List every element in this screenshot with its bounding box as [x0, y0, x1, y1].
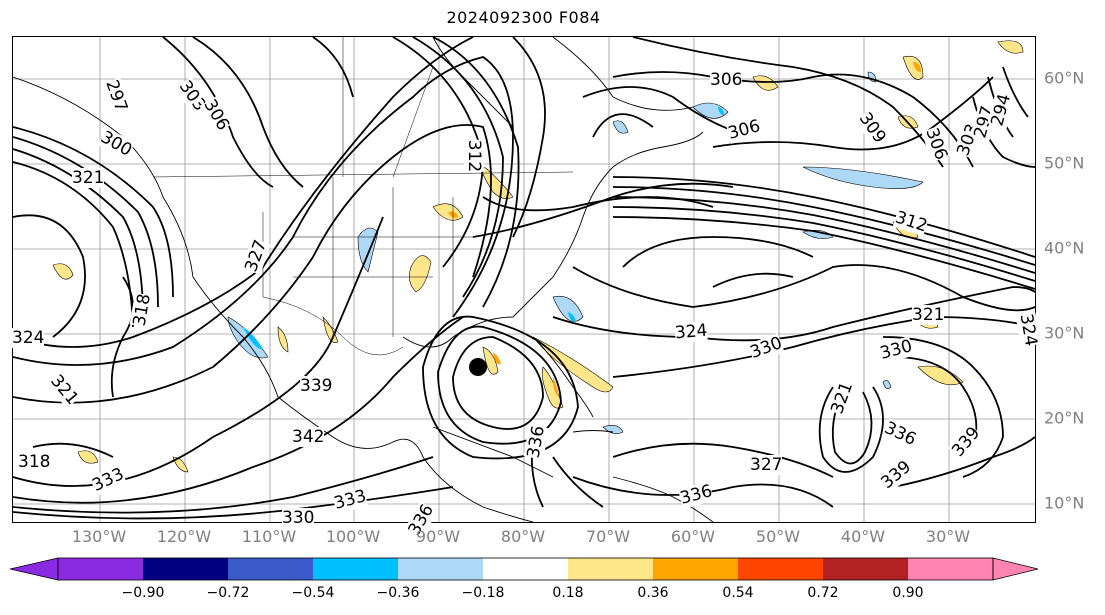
contour-label: 327 [750, 455, 783, 475]
shading-orange [448, 62, 921, 397]
colorbar-tick-label: 0.18 [552, 585, 584, 601]
map-canvas [13, 37, 1035, 522]
colorbar-tick-label: −0.36 [376, 585, 420, 601]
lat-label: 60°N [1044, 68, 1085, 88]
lon-label: 40°W [840, 527, 886, 546]
colorbar-bin [58, 558, 143, 580]
lat-label: 30°N [1044, 323, 1085, 343]
colorbar-tick-label: 0.36 [637, 585, 669, 601]
lon-label: 30°W [925, 527, 971, 546]
colorbar-bin [143, 558, 228, 580]
contour-label: 306 [710, 70, 743, 90]
lon-label: 50°W [755, 527, 801, 546]
colorbar-tick-label: 0.90 [892, 585, 924, 601]
colorbar-tick-label: −0.54 [291, 585, 335, 601]
lat-label: 40°N [1044, 238, 1085, 258]
colorbar [10, 557, 1039, 581]
lon-label: 70°W [585, 527, 631, 546]
cyclone-center-marker [469, 358, 487, 376]
colorbar-bin [738, 558, 823, 580]
contour-label: 324 [674, 320, 709, 344]
contour-label: 312 [464, 139, 485, 173]
colorbar-extend-low [10, 557, 59, 581]
height-contours [13, 37, 1035, 520]
lon-label: 100°W [325, 527, 381, 546]
colorbar-bin [398, 558, 483, 580]
colorbar-tick-label: −0.18 [461, 585, 505, 601]
contour-label: 330 [282, 508, 315, 528]
political-boundaries [152, 37, 574, 356]
lon-label: 60°W [670, 527, 716, 546]
colorbar-bin [823, 558, 908, 580]
colorbar-tick-label: −0.90 [121, 585, 165, 601]
lat-label: 10°N [1044, 493, 1085, 513]
contour-label: 324 [1015, 312, 1041, 348]
colorbar-tick-label: 0.54 [722, 585, 754, 601]
lon-label: 110°W [241, 527, 297, 546]
contour-label: 324 [12, 328, 45, 348]
colorbar-bin [313, 558, 398, 580]
lon-label: 80°W [500, 527, 546, 546]
colorbar-bin [228, 558, 313, 580]
map-title: 2024092300 F084 [446, 8, 601, 27]
contour-label: 318 [18, 452, 51, 472]
colorbar-tick-label: −0.72 [206, 585, 250, 601]
colorbar-bin [908, 558, 993, 580]
lon-label: 120°W [156, 527, 212, 546]
contour-label: 342 [292, 427, 325, 447]
colorbar-bin [483, 558, 568, 580]
colorbar-bin [568, 558, 653, 580]
colorbar-bin [653, 558, 738, 580]
lat-label: 50°N [1044, 153, 1085, 173]
shading-strong-negative [243, 107, 724, 350]
colorbar-tick-label: 0.72 [807, 585, 839, 601]
lon-label: 90°W [415, 527, 461, 546]
colorbar-extend-high [992, 557, 1039, 581]
lat-label: 20°N [1044, 408, 1085, 428]
contour-label: 321 [912, 305, 945, 325]
contour-label: 339 [300, 376, 333, 396]
contour-label: 321 [72, 168, 105, 188]
lon-label: 130°W [71, 527, 127, 546]
